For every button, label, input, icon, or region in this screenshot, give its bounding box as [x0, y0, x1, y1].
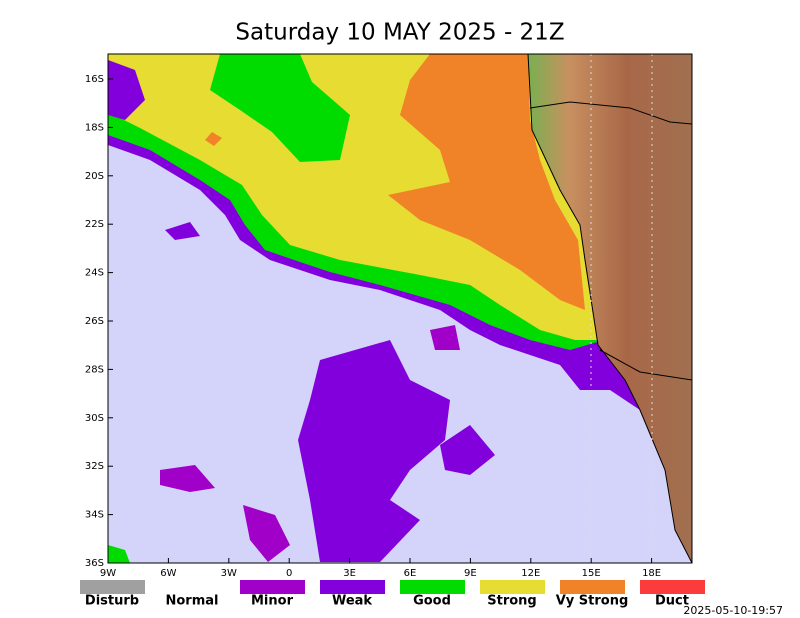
- lon-label: 3W: [221, 568, 237, 579]
- legend-label: Minor: [251, 594, 294, 609]
- lon-label: 9W: [100, 568, 116, 579]
- lon-label: 0: [286, 568, 292, 579]
- weak-blob: [440, 425, 495, 475]
- lat-label: 22S: [85, 219, 104, 230]
- legend-swatch: [400, 580, 465, 594]
- good-blob: [210, 54, 350, 162]
- lat-label: 36S: [85, 558, 104, 569]
- minor-blob: [243, 505, 290, 562]
- weak-blob: [165, 222, 200, 240]
- legend-swatch: [80, 580, 145, 594]
- minor-blob: [430, 325, 460, 350]
- legend-label: Disturb: [85, 594, 139, 609]
- lat-label: 32S: [85, 461, 104, 472]
- lat-label: 16S: [85, 74, 104, 85]
- border: [529, 101, 692, 381]
- lon-label: 18E: [642, 568, 661, 579]
- map-frame: [107, 53, 693, 564]
- legend-swatch: [240, 580, 305, 594]
- lon-label: 3E: [343, 568, 356, 579]
- lat-label: 34S: [85, 510, 104, 521]
- legend-label: Duct: [655, 594, 689, 609]
- land-grid: [590, 54, 653, 563]
- legend-swatch: [480, 580, 545, 594]
- good-blob: [108, 545, 130, 563]
- lat-label: 26S: [85, 316, 104, 327]
- map: [108, 54, 692, 563]
- lon-label: 6W: [160, 568, 176, 579]
- minor-blob: [160, 465, 215, 492]
- lat-label: 30S: [85, 413, 104, 424]
- lat-label: 20S: [85, 171, 104, 182]
- legend-swatch: [320, 580, 385, 594]
- lon-label: 9E: [464, 568, 477, 579]
- lat-label: 18S: [85, 122, 104, 133]
- very-strong-spot: [205, 132, 222, 146]
- title: Saturday 10 MAY 2025 - 21Z: [235, 20, 564, 46]
- legend-swatch: [560, 580, 625, 594]
- legend-label: Good: [413, 594, 451, 609]
- very-strong-zone: [388, 54, 585, 310]
- legend-label: Normal: [166, 594, 219, 609]
- timestamp: 2025-05-10-19:57: [683, 604, 783, 617]
- lon-label: 15E: [582, 568, 601, 579]
- weak-blob: [298, 340, 450, 562]
- legend-label: Vy Strong: [556, 594, 629, 609]
- lon-label: 12E: [521, 568, 540, 579]
- legend-swatch: [640, 580, 705, 594]
- legend-swatch: [160, 580, 225, 594]
- lat-label: 24S: [85, 268, 104, 279]
- lat-label: 28S: [85, 364, 104, 375]
- legend-label: Strong: [487, 594, 536, 609]
- lon-label: 6E: [404, 568, 417, 579]
- coastline: [527, 54, 692, 563]
- legend-label: Weak: [332, 594, 372, 609]
- weak-blob: [108, 60, 145, 120]
